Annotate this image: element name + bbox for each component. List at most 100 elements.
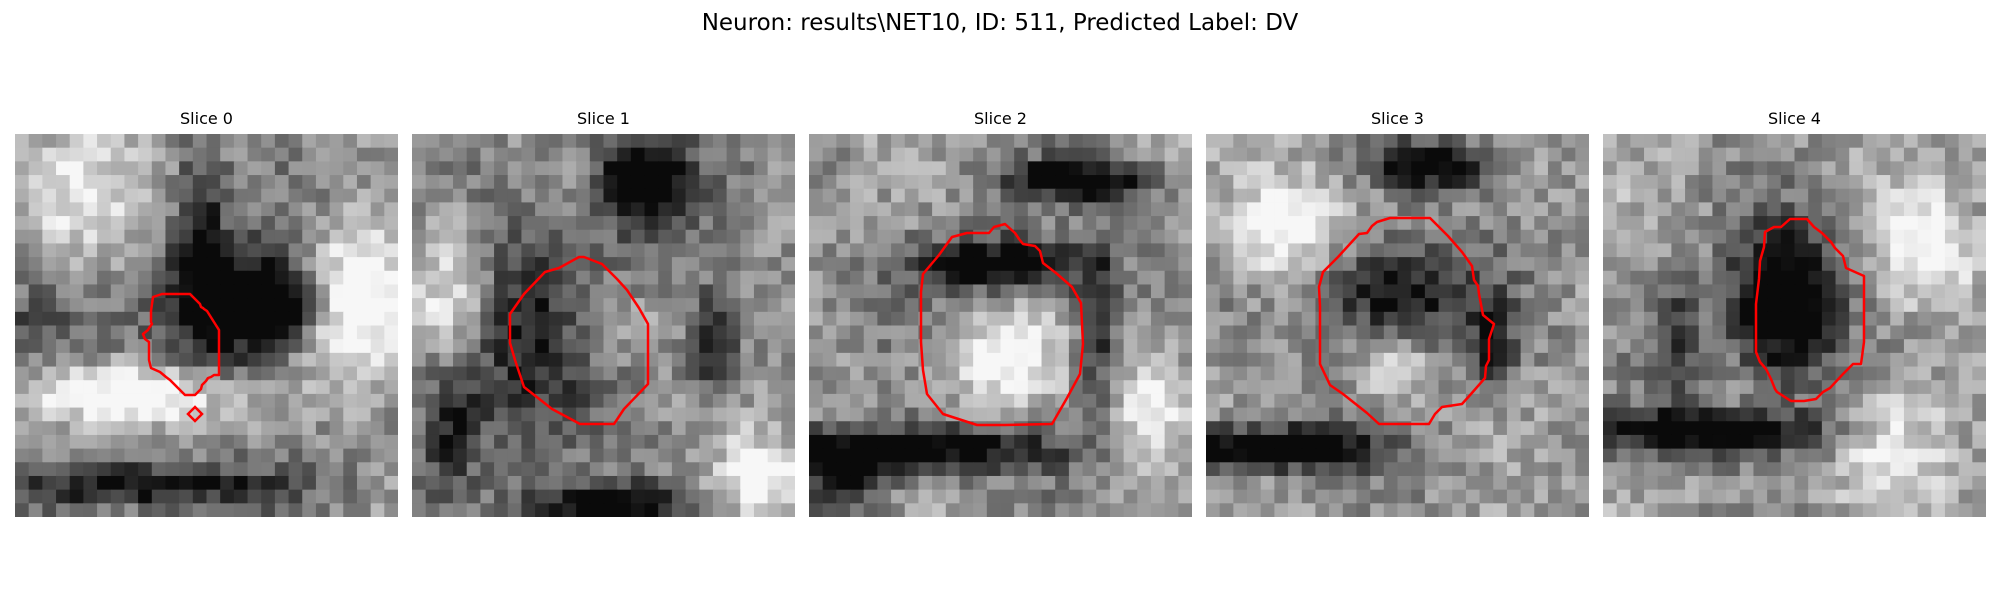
pixel	[467, 339, 481, 353]
pixel	[234, 134, 248, 148]
pixel	[138, 435, 152, 449]
pixel	[1178, 312, 1192, 326]
pixel	[29, 216, 43, 230]
pixel	[193, 490, 207, 504]
pixel	[1863, 503, 1877, 517]
pixel	[959, 339, 973, 353]
pixel	[727, 202, 741, 216]
pixel	[1493, 175, 1507, 189]
pixel	[1972, 449, 1986, 463]
pixel	[1493, 243, 1507, 257]
pixel	[1356, 271, 1370, 285]
pixel	[686, 367, 700, 381]
pixel	[604, 243, 618, 257]
pixel	[1370, 339, 1384, 353]
pixel	[1877, 284, 1891, 298]
pixel	[330, 394, 344, 408]
pixel	[1959, 230, 1973, 244]
pixel	[1398, 353, 1412, 367]
pixel	[1808, 367, 1822, 381]
pixel	[1233, 421, 1247, 435]
pixel	[1001, 421, 1015, 435]
pixel	[1890, 230, 1904, 244]
pixel	[918, 449, 932, 463]
pixel	[1178, 421, 1192, 435]
pixel	[1329, 271, 1343, 285]
pixel	[1151, 161, 1165, 175]
pixel	[1151, 421, 1165, 435]
pixel	[1699, 271, 1713, 285]
pixel	[70, 476, 84, 490]
pixel	[1110, 271, 1124, 285]
pixel	[1356, 476, 1370, 490]
pixel	[932, 326, 946, 340]
pixel	[781, 175, 795, 189]
pixel	[193, 189, 207, 203]
pixel	[1575, 284, 1589, 298]
pixel	[932, 175, 946, 189]
pixel	[56, 449, 70, 463]
pixel	[1137, 189, 1151, 203]
pixel	[1069, 134, 1083, 148]
pixel	[1233, 476, 1247, 490]
pixel	[1274, 490, 1288, 504]
pixel	[1411, 230, 1425, 244]
pixel	[1343, 134, 1357, 148]
pixel	[124, 161, 138, 175]
pixel	[1247, 284, 1261, 298]
pixel	[1644, 449, 1658, 463]
pixel	[1685, 243, 1699, 257]
pixel	[1493, 189, 1507, 203]
pixel	[877, 312, 891, 326]
pixel	[508, 284, 522, 298]
pixel	[1096, 298, 1110, 312]
pixel	[1575, 421, 1589, 435]
pixel	[562, 161, 576, 175]
pixel	[42, 312, 56, 326]
pixel	[1740, 380, 1754, 394]
pixel	[959, 312, 973, 326]
pixel	[207, 271, 221, 285]
pixel	[97, 435, 111, 449]
pixel	[179, 243, 193, 257]
pixel	[1083, 421, 1097, 435]
pixel	[97, 243, 111, 257]
pixel	[124, 284, 138, 298]
pixel	[1726, 312, 1740, 326]
pixel	[877, 202, 891, 216]
pixel	[1890, 284, 1904, 298]
pixel	[946, 134, 960, 148]
pixel	[1726, 134, 1740, 148]
pixel	[1329, 284, 1343, 298]
pixel	[987, 380, 1001, 394]
pixel	[1877, 421, 1891, 435]
pixel	[83, 161, 97, 175]
pixel	[1630, 312, 1644, 326]
pixel	[1562, 189, 1576, 203]
pixel	[1603, 476, 1617, 490]
pixel	[42, 476, 56, 490]
pixel	[1247, 476, 1261, 490]
pixel	[412, 326, 426, 340]
pixel	[70, 435, 84, 449]
pixel	[124, 312, 138, 326]
pixel	[1904, 271, 1918, 285]
pixel	[781, 161, 795, 175]
pixel	[1178, 271, 1192, 285]
pixel	[56, 298, 70, 312]
pixel	[1274, 298, 1288, 312]
pixel	[138, 257, 152, 271]
pixel	[1890, 326, 1904, 340]
pixel	[302, 134, 316, 148]
pixel	[302, 175, 316, 189]
pixel	[1890, 271, 1904, 285]
pixel	[1233, 490, 1247, 504]
pixel	[70, 353, 84, 367]
pixel	[1521, 230, 1535, 244]
pixel	[809, 421, 823, 435]
pixel	[152, 189, 166, 203]
pixel	[357, 353, 371, 367]
pixel	[29, 243, 43, 257]
pixel	[316, 380, 330, 394]
pixel	[1398, 243, 1412, 257]
